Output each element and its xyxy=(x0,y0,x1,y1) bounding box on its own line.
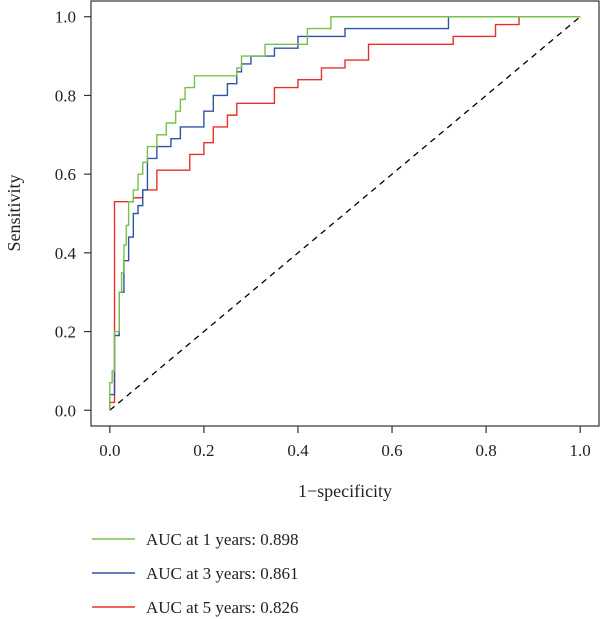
legend-label: AUC at 5 years: 0.826 xyxy=(146,598,299,617)
y-tick-label: 0.6 xyxy=(55,165,76,184)
plot-frame xyxy=(90,0,600,427)
x-axis-title: 1−specificity xyxy=(298,481,392,501)
roc-curve-2 xyxy=(109,16,581,411)
y-tick-label: 0.0 xyxy=(55,401,76,420)
legend-label: AUC at 1 years: 0.898 xyxy=(146,530,299,549)
legend: AUC at 1 years: 0.898 AUC at 3 years: 0.8… xyxy=(92,530,299,617)
legend-label: AUC at 3 years: 0.861 xyxy=(146,564,299,583)
y-tick-label: 1.0 xyxy=(55,8,76,27)
x-tick-label: 0.2 xyxy=(193,441,214,460)
x-tick-label: 1.0 xyxy=(570,441,591,460)
x-tick-label: 0.0 xyxy=(99,441,120,460)
y-axis-ticks: 0.0 0.2 0.4 0.6 0.8 1.0 xyxy=(55,8,91,420)
x-tick-label: 0.6 xyxy=(381,441,402,460)
x-tick-label: 0.8 xyxy=(475,441,496,460)
roc-curves xyxy=(109,16,581,411)
y-tick-label: 0.4 xyxy=(55,244,77,263)
y-tick-label: 0.2 xyxy=(55,323,76,342)
reference-diagonal-line xyxy=(109,16,581,411)
x-axis-ticks: 0.0 0.2 0.4 0.6 0.8 1.0 xyxy=(99,426,591,460)
x-tick-label: 0.4 xyxy=(287,441,309,460)
roc-curve-1 xyxy=(109,16,581,411)
y-axis-title: Sensitivity xyxy=(4,174,24,251)
y-tick-label: 0.8 xyxy=(55,86,76,105)
